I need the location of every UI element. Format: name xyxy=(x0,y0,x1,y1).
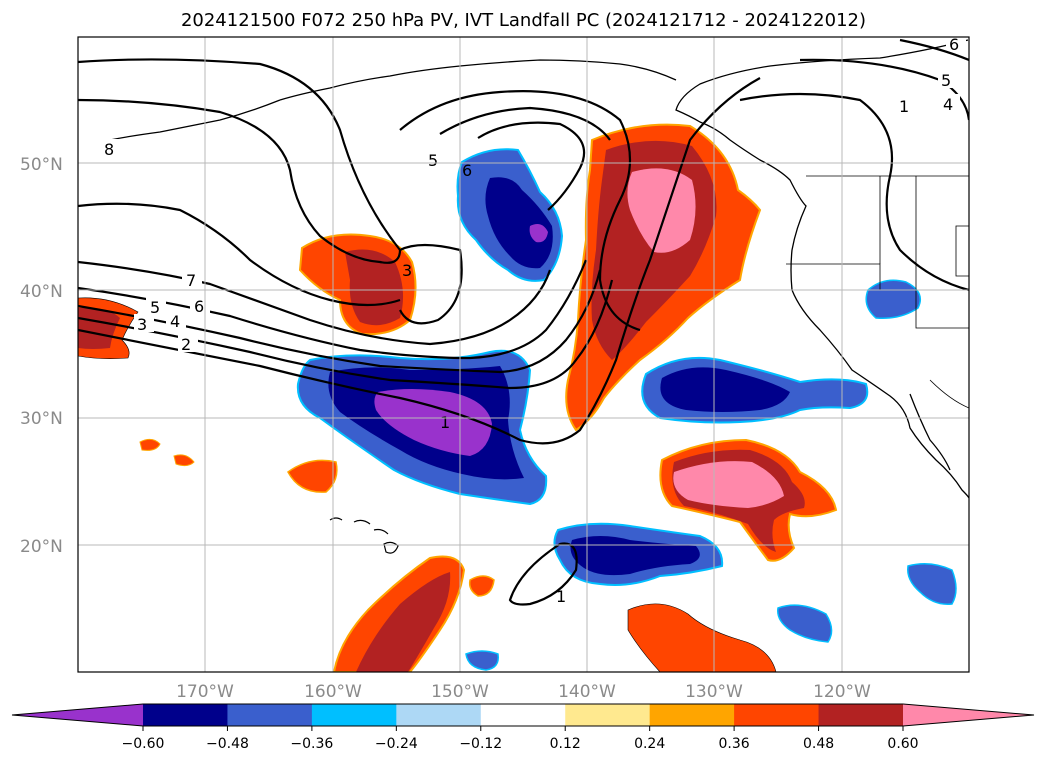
lon-label-170w: 170°W xyxy=(176,682,234,702)
contour-label: 7 xyxy=(186,271,196,290)
contour-label: 5 xyxy=(941,71,951,90)
lon-label-130w: 130°W xyxy=(685,682,743,702)
colorbar-tick-label: 0.12 xyxy=(550,736,581,752)
map-frame xyxy=(77,36,970,673)
lat-label-20n: 20°N xyxy=(20,537,63,557)
colorbar-segment xyxy=(396,704,482,726)
colorbar-segment xyxy=(143,704,228,726)
colorbar xyxy=(11,703,1035,727)
colorbar-segment xyxy=(649,704,735,726)
contour-label: 3 xyxy=(137,315,147,334)
filled-anomalies xyxy=(78,123,957,672)
colorbar-extend-min xyxy=(12,704,143,726)
lat-label-40n: 40°N xyxy=(20,282,63,302)
contour-label: 6 xyxy=(949,35,959,54)
colorbar-tick-label: −0.48 xyxy=(206,736,249,752)
colorbar-segment xyxy=(227,704,313,726)
colorbar-tick-label: 0.36 xyxy=(719,736,750,752)
lon-labels: 170°W 160°W 150°W 140°W 130°W 120°W xyxy=(176,682,871,702)
colorbar-segment xyxy=(480,704,566,726)
hawaii-islands xyxy=(329,517,399,554)
contour-labels: 8 7 6 5 4 3 2 1 5 6 3 4 5 6 1 1 xyxy=(100,35,966,606)
lat-labels: 50°N 40°N 30°N 20°N xyxy=(20,155,63,557)
contour-label: 5 xyxy=(428,151,438,170)
contour-label: 8 xyxy=(104,140,114,159)
lon-label-140w: 140°W xyxy=(558,682,616,702)
contour-label: 1 xyxy=(556,587,566,606)
contour-label: 1 xyxy=(440,413,450,432)
colorbar-ticks: −0.60 −0.48 −0.36 −0.24 −0.12 0.12 0.24 0.36 0.4… xyxy=(122,726,919,752)
pv-contours xyxy=(78,38,969,606)
lon-label-160w: 160°W xyxy=(304,682,362,702)
colorbar-tick-label: −0.60 xyxy=(122,736,165,752)
map-title: 2024121500 F072 250 hPa PV, IVT Landfall… xyxy=(180,10,867,31)
colorbar-segment xyxy=(818,704,904,726)
colorbar-extend-max xyxy=(903,704,1034,726)
contour-label: 4 xyxy=(943,95,953,114)
lat-label-50n: 50°N xyxy=(20,155,63,175)
contour-label: 5 xyxy=(150,298,160,317)
colorbar-tick-label: 0.24 xyxy=(634,736,665,752)
contour-label: 4 xyxy=(170,312,180,331)
colorbar-tick-label: 0.48 xyxy=(803,736,834,752)
colorbar-tick-label: −0.24 xyxy=(375,736,418,752)
lon-label-120w: 120°W xyxy=(813,682,871,702)
colorbar-segment xyxy=(565,704,651,726)
colorbar-segment xyxy=(734,704,820,726)
lon-label-150w: 150°W xyxy=(431,682,489,702)
lat-label-30n: 30°N xyxy=(20,409,63,429)
colorbar-tick-label: 0.60 xyxy=(887,736,918,752)
colorbar-tick-label: −0.36 xyxy=(290,736,333,752)
colorbar-segment xyxy=(311,704,397,726)
contour-label: 3 xyxy=(402,261,412,280)
map-background xyxy=(78,37,969,672)
contour-label: 6 xyxy=(462,161,472,180)
contour-label: 6 xyxy=(194,297,204,316)
contour-label: 1 xyxy=(899,97,909,116)
gridlines xyxy=(78,37,969,672)
contour-label: 2 xyxy=(181,335,191,354)
colorbar-tick-label: −0.12 xyxy=(459,736,502,752)
